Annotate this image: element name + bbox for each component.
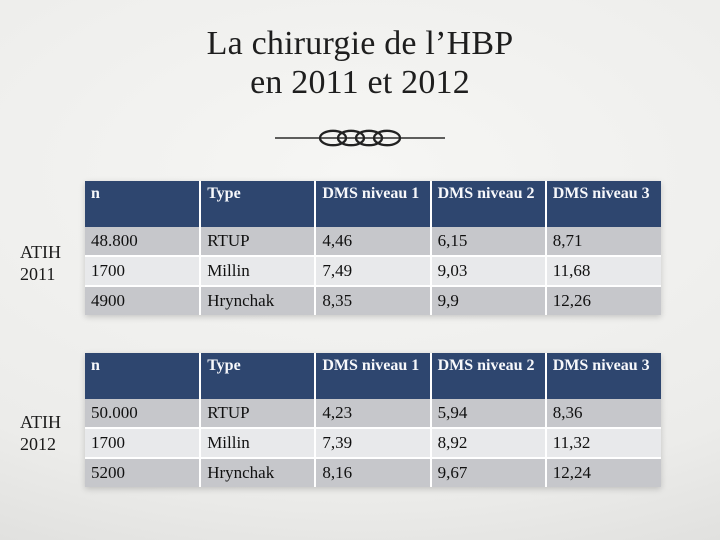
side-label-line-1: ATIH <box>20 242 61 262</box>
table-cell: 5,94 <box>429 399 547 429</box>
table-cell: Hrynchak <box>199 457 317 487</box>
rope-divider-ornament <box>275 129 445 147</box>
side-label-line-1: ATIH <box>20 412 61 432</box>
column-header-dms-niveau-3: DMS niveau 3 <box>544 181 661 227</box>
table-row: 1700 Millin 7,49 9,03 11,68 <box>85 255 661 287</box>
column-header-dms-niveau-2: DMS niveau 2 <box>429 353 547 399</box>
table-cell: 1700 <box>85 255 202 287</box>
column-header-n: n <box>85 181 202 227</box>
table-cell: 12,26 <box>544 285 661 315</box>
table-cell: Hrynchak <box>199 285 317 315</box>
column-header-dms-niveau-3: DMS niveau 3 <box>544 353 661 399</box>
column-header-dms-niveau-1: DMS niveau 1 <box>314 353 432 399</box>
table-cell: 11,32 <box>544 427 661 459</box>
table-cell: 50.000 <box>85 399 202 429</box>
table-cell: 9,9 <box>429 285 547 315</box>
table-atih-2012: n Type DMS niveau 1 DMS niveau 2 DMS niv… <box>85 353 661 487</box>
table-cell: 8,92 <box>429 427 547 459</box>
table-cell: RTUP <box>199 399 317 429</box>
table-cell: 5200 <box>85 457 202 487</box>
table-cell: 8,35 <box>314 285 432 315</box>
table-cell: 4,23 <box>314 399 432 429</box>
table-cell: 4,46 <box>314 227 432 257</box>
table-cell: 9,67 <box>429 457 547 487</box>
side-label-atih-2011: ATIH 2011 <box>20 241 90 285</box>
table-cell: 6,15 <box>429 227 547 257</box>
table-row: 48.800 RTUP 4,46 6,15 8,71 <box>85 227 661 257</box>
table-cell: 1700 <box>85 427 202 459</box>
table-cell: Millin <box>199 427 317 459</box>
table-cell: 4900 <box>85 285 202 315</box>
table-header-row: n Type DMS niveau 1 DMS niveau 2 DMS niv… <box>85 353 661 399</box>
table-cell: 8,16 <box>314 457 432 487</box>
column-header-type: Type <box>199 181 317 227</box>
table-cell: 8,36 <box>544 399 661 429</box>
slide-title: La chirurgie de l’HBP en 2011 et 2012 <box>0 24 720 102</box>
column-header-n: n <box>85 353 202 399</box>
side-label-atih-2012: ATIH 2012 <box>20 411 90 455</box>
column-header-dms-niveau-2: DMS niveau 2 <box>429 181 547 227</box>
table-cell: 12,24 <box>544 457 661 487</box>
column-header-dms-niveau-1: DMS niveau 1 <box>314 181 432 227</box>
table-row: 5200 Hrynchak 8,16 9,67 12,24 <box>85 457 661 487</box>
table-row: 50.000 RTUP 4,23 5,94 8,36 <box>85 399 661 429</box>
table-header-row: n Type DMS niveau 1 DMS niveau 2 DMS niv… <box>85 181 661 227</box>
table-cell: RTUP <box>199 227 317 257</box>
table-row: 4900 Hrynchak 8,35 9,9 12,26 <box>85 285 661 315</box>
table-cell: Millin <box>199 255 317 287</box>
table-atih-2011: n Type DMS niveau 1 DMS niveau 2 DMS niv… <box>85 181 661 315</box>
table-cell: 9,03 <box>429 255 547 287</box>
table-cell: 7,39 <box>314 427 432 459</box>
slide-title-line-2: en 2011 et 2012 <box>250 64 470 101</box>
table-cell: 8,71 <box>544 227 661 257</box>
table-row: 1700 Millin 7,39 8,92 11,32 <box>85 427 661 459</box>
table-cell: 11,68 <box>544 255 661 287</box>
table-cell: 48.800 <box>85 227 202 257</box>
table-cell: 7,49 <box>314 255 432 287</box>
side-label-line-2: 2012 <box>20 434 56 454</box>
side-label-line-2: 2011 <box>20 264 56 284</box>
slide-title-line-1: La chirurgie de l’HBP <box>206 25 514 62</box>
column-header-type: Type <box>199 353 317 399</box>
